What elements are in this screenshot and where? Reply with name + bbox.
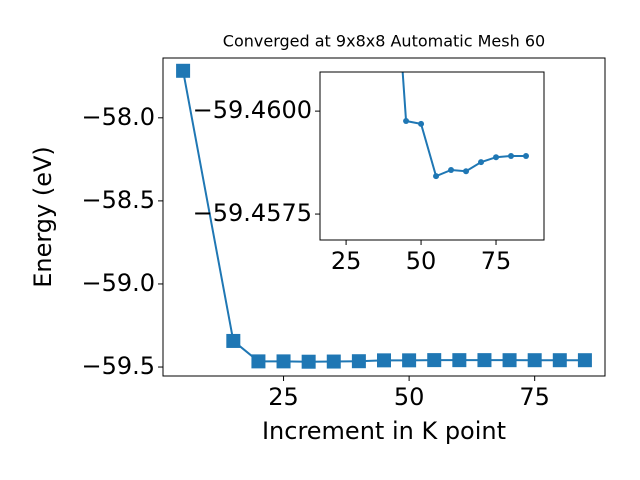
series xyxy=(176,63,592,369)
data-point xyxy=(403,118,410,124)
data-point xyxy=(176,63,191,78)
data-point xyxy=(276,354,291,369)
chart-title: Converged at 9x8x8 Automatic Mesh 60 xyxy=(223,32,545,51)
y-tick-label: −59.4600 xyxy=(193,96,312,124)
y-tick-label: −59.5 xyxy=(81,352,155,380)
y-tick-label: −59.4575 xyxy=(193,199,312,227)
data-point xyxy=(251,354,266,369)
data-point xyxy=(552,353,567,368)
y-tick-label: −59.0 xyxy=(81,269,155,297)
data-point xyxy=(493,154,500,161)
data-point xyxy=(402,353,417,368)
y-tick-label: −58.5 xyxy=(81,186,155,214)
data-point xyxy=(433,173,440,180)
x-tick-label: 50 xyxy=(394,383,425,411)
data-point xyxy=(577,353,592,368)
axes-frame xyxy=(162,57,606,377)
data-point xyxy=(527,353,542,368)
axes-frame xyxy=(319,71,545,241)
x-tick-label: 75 xyxy=(519,383,550,411)
data-point xyxy=(418,120,425,127)
x-tick-label: 25 xyxy=(331,247,362,275)
series xyxy=(401,72,530,180)
data-point xyxy=(502,353,517,368)
data-point xyxy=(508,153,515,159)
data-point xyxy=(351,354,366,369)
data-point xyxy=(463,168,470,175)
data-point xyxy=(478,159,485,166)
x-tick-label: 50 xyxy=(406,247,437,275)
data-line xyxy=(401,72,527,178)
data-point xyxy=(452,353,467,368)
data-point xyxy=(226,333,241,348)
data-point xyxy=(301,354,316,369)
data-point xyxy=(326,354,341,369)
data-point xyxy=(477,353,492,368)
x-tick-label: 25 xyxy=(268,383,299,411)
data-point xyxy=(448,167,455,173)
data-point xyxy=(377,353,391,368)
data-line xyxy=(182,70,585,363)
data-point xyxy=(427,353,442,368)
x-tick-label: 75 xyxy=(481,247,512,275)
x-axis-label: Increment in K point xyxy=(262,417,506,445)
y-tick-label: −58.0 xyxy=(81,103,155,131)
y-axis-label: Energy (eV) xyxy=(29,146,57,288)
data-point xyxy=(523,153,530,159)
